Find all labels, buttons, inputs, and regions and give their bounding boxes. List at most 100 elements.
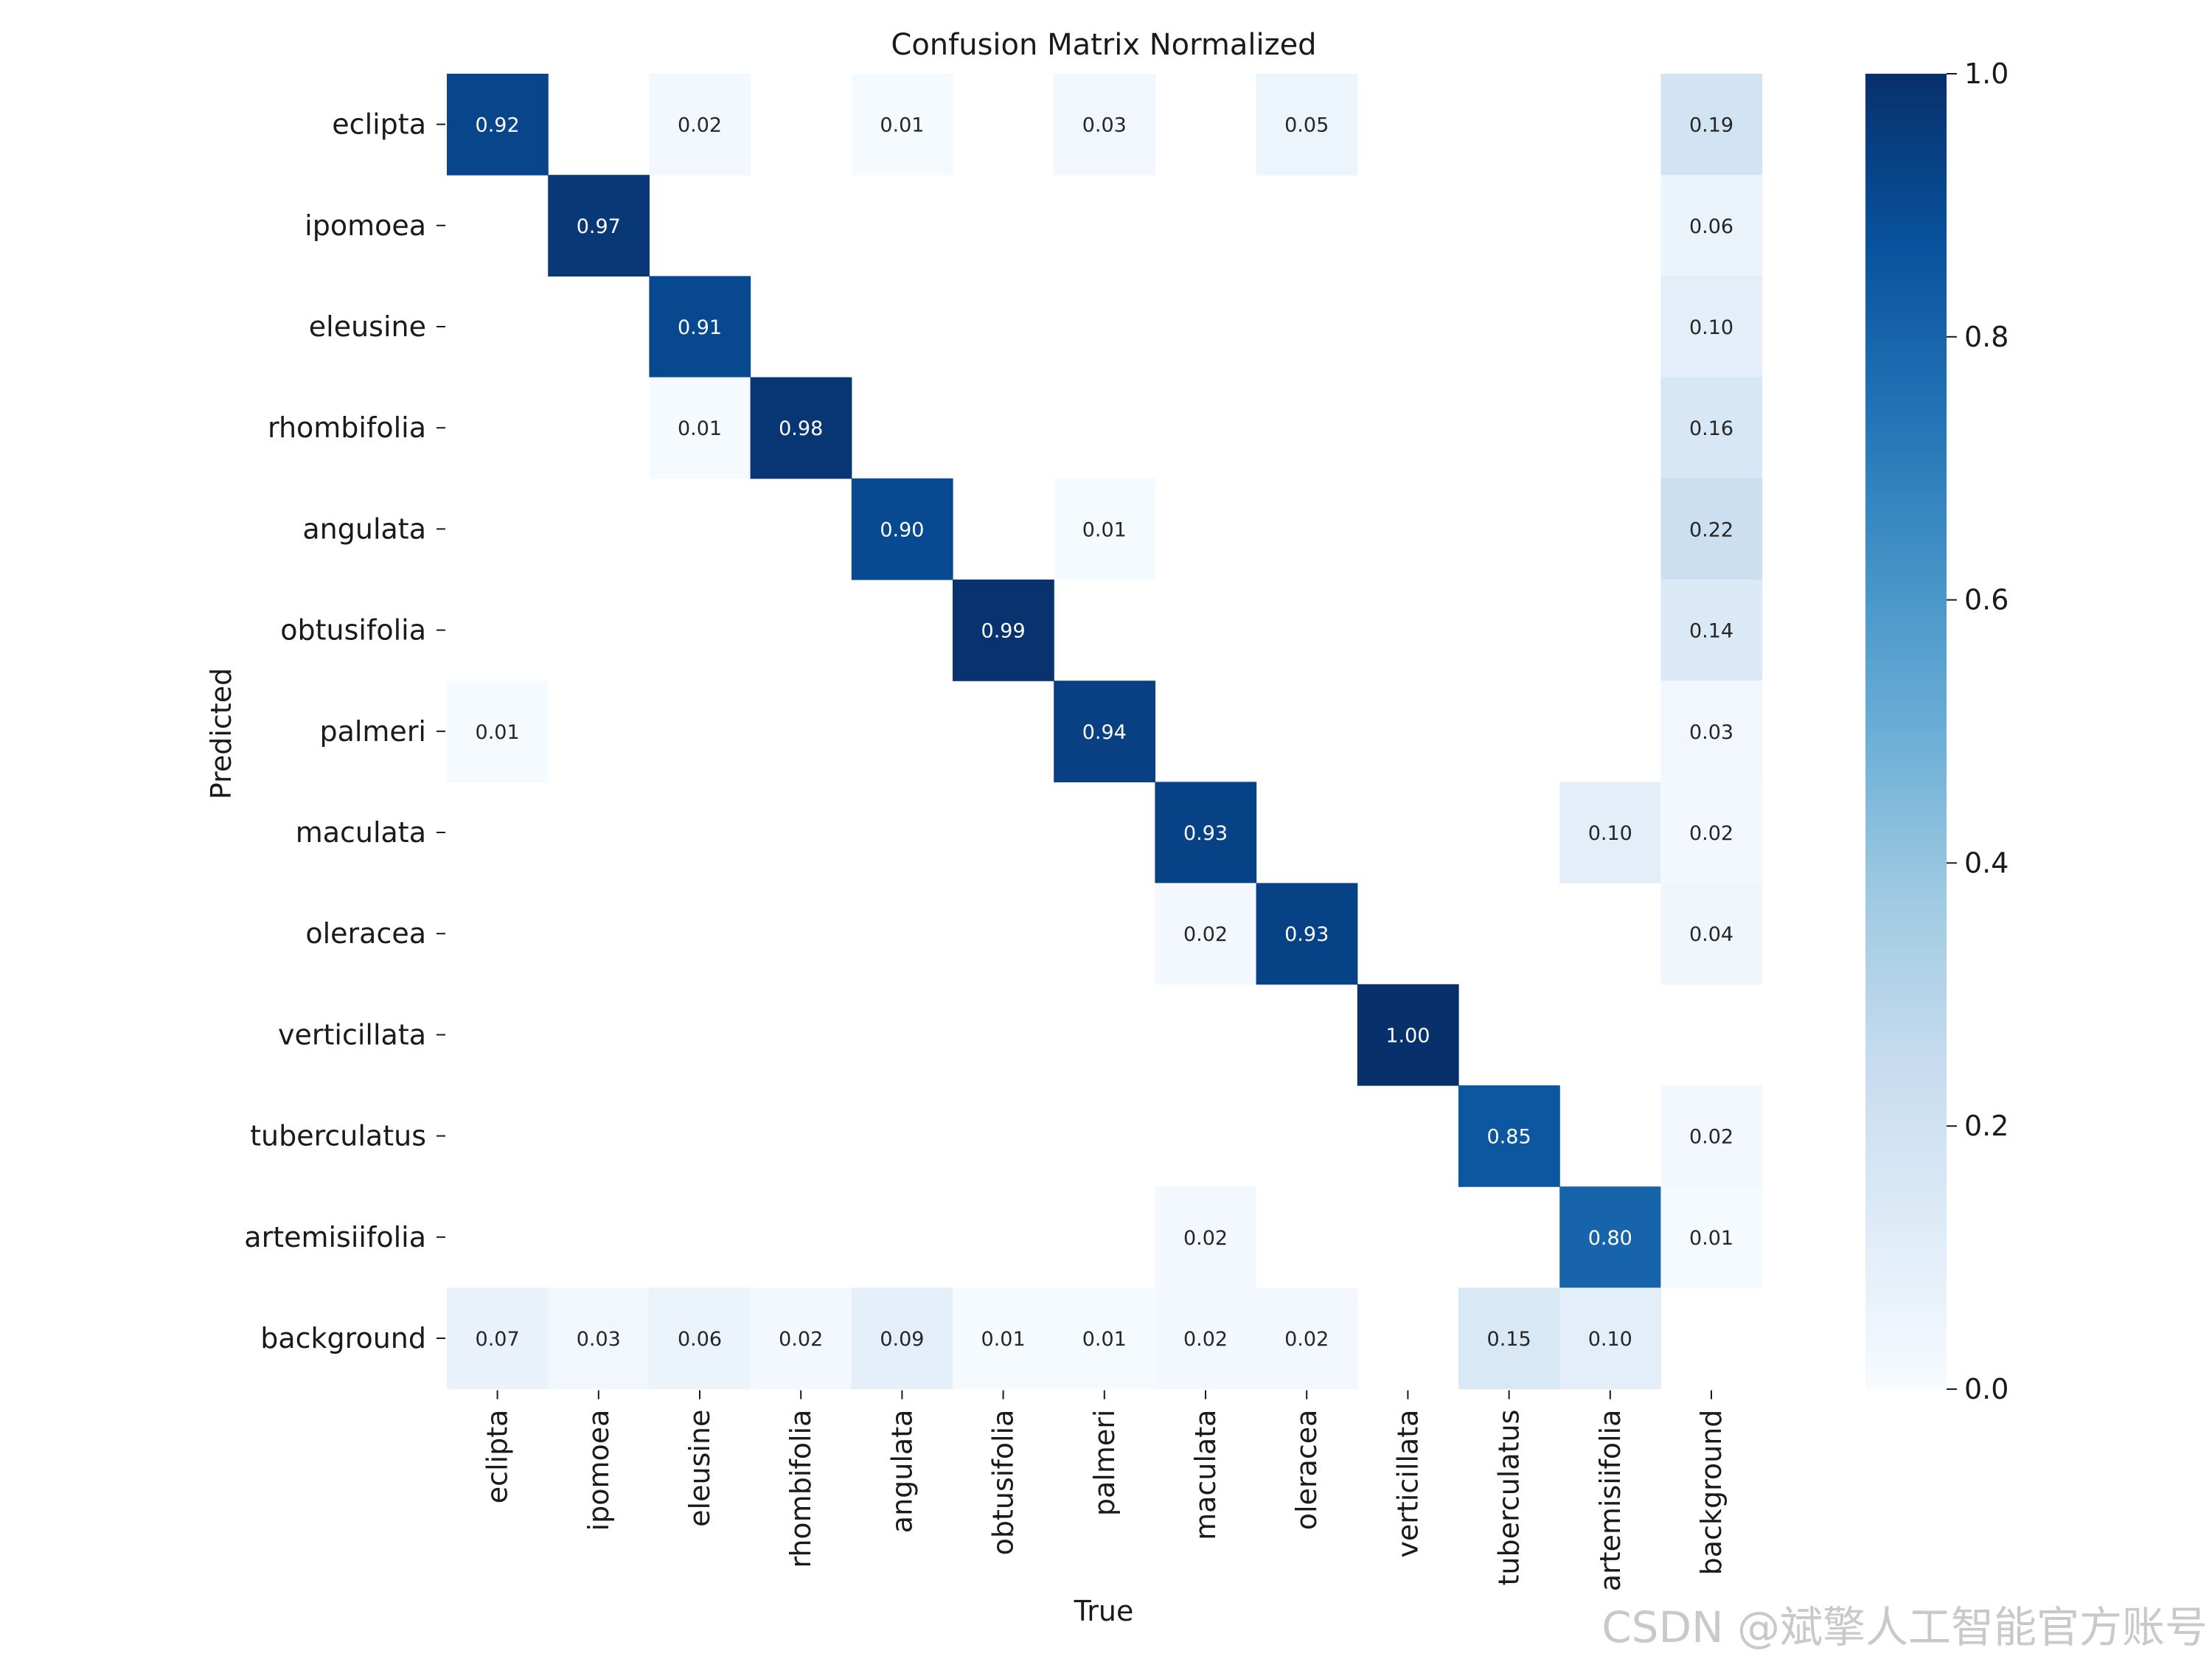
colorbar-tick-label: 0.2	[1964, 1110, 2008, 1142]
cell-value-label: 0.10	[1689, 316, 1733, 339]
cell-value-label: 0.94	[1082, 721, 1127, 744]
heatmap-cell	[1054, 681, 1155, 782]
heatmap-cell	[649, 74, 751, 175]
x-tick-label: maculata	[1189, 1410, 1222, 1540]
cell-value-label: 0.97	[577, 215, 621, 238]
heatmap-cell	[750, 377, 852, 479]
heatmap-cell	[1054, 1287, 1155, 1390]
y-tick-label: artemisiifolia	[244, 1221, 426, 1253]
x-tick-label: oleracea	[1290, 1410, 1323, 1531]
cell-value-label: 0.15	[1487, 1328, 1531, 1351]
y-tick-label: maculata	[296, 816, 426, 849]
cell-value-label: 0.98	[779, 417, 823, 440]
colorbar-tick-label: 0.4	[1964, 846, 2008, 879]
cell-value-label: 0.04	[1689, 923, 1733, 946]
heatmap-cell	[1660, 1186, 1763, 1288]
cell-value-label: 0.02	[1183, 1227, 1228, 1250]
y-tick-label: oleracea	[305, 917, 426, 950]
heatmap-cell	[1660, 377, 1763, 479]
heatmap-cell	[1458, 1287, 1560, 1390]
heatmap-cell	[1660, 1085, 1763, 1187]
cell-value-label: 0.02	[678, 114, 722, 137]
heatmap-cell	[1660, 478, 1763, 580]
cell-value-label: 0.92	[476, 114, 520, 137]
x-tick-label: verticillata	[1391, 1410, 1424, 1558]
cell-value-label: 0.01	[678, 417, 722, 440]
cell-value-label: 0.06	[678, 1328, 722, 1351]
y-axis-label: Predicted	[205, 668, 237, 799]
x-tick-label: ipomoea	[582, 1410, 615, 1531]
heatmap-cell	[447, 1287, 549, 1390]
cell-value-label: 0.14	[1689, 620, 1733, 643]
cell-value-label: 0.03	[1082, 114, 1127, 137]
colorbar-tick-label: 0.8	[1964, 321, 2008, 353]
cell-value-label: 0.93	[1183, 822, 1228, 845]
heatmap-cell	[1256, 1287, 1358, 1390]
colorbar	[1865, 74, 1947, 1389]
x-tick-label: eclipta	[481, 1410, 514, 1504]
cell-value-label: 0.19	[1689, 114, 1733, 137]
y-tick-label: ipomoea	[305, 209, 426, 242]
heatmap-cell	[1559, 1186, 1661, 1288]
x-tick-label: tuberculatus	[1493, 1410, 1526, 1586]
colorbar-tick-label: 0.6	[1964, 584, 2008, 616]
heatmap-cell	[1660, 276, 1763, 378]
cell-value-label: 0.85	[1487, 1126, 1531, 1149]
heatmap-cell	[1256, 74, 1358, 175]
cell-value-label: 0.16	[1689, 417, 1733, 440]
cell-value-label: 0.01	[1082, 518, 1127, 541]
x-tick-label: angulata	[886, 1410, 918, 1534]
cell-value-label: 0.03	[1689, 721, 1733, 744]
heatmap-cell	[1559, 782, 1661, 884]
x-tick-label: rhombifolia	[785, 1410, 817, 1568]
x-axis-label: True	[1074, 1595, 1134, 1627]
heatmap-cell	[750, 1287, 852, 1390]
colorbar-tick-label: 1.0	[1964, 58, 2008, 90]
cell-value-label: 0.01	[981, 1328, 1026, 1351]
cell-value-label: 0.90	[880, 518, 924, 541]
cell-value-label: 0.02	[1689, 1126, 1733, 1149]
x-tick-labels: eclipta ipomoea eleusine rhombifolia angulat…	[481, 1390, 1728, 1591]
watermark: CSDN @斌擎人工智能官方账号	[1601, 1602, 2208, 1652]
heatmap-cell	[851, 478, 953, 580]
heatmap-cell	[1054, 478, 1155, 580]
heatmap-cell	[1357, 984, 1459, 1086]
heatmap-cell	[1155, 1287, 1257, 1390]
y-tick-label: eleusine	[309, 310, 426, 343]
heatmap-cell	[649, 1287, 751, 1390]
heatmap-cell	[447, 74, 549, 175]
y-tick-label: obtusifolia	[280, 614, 426, 647]
y-tick-label: tuberculatus	[250, 1120, 426, 1152]
heatmap-cell	[649, 377, 751, 479]
heatmap-cell	[953, 1287, 1054, 1390]
cell-value-label: 0.01	[1689, 1227, 1733, 1250]
heatmap-cell	[649, 276, 751, 378]
heatmap-cell	[548, 1287, 650, 1390]
y-tick-label: background	[260, 1322, 426, 1354]
cell-value-label: 0.01	[476, 721, 520, 744]
heatmap-cells: 0.92 0.02 0.01 0.03 0.05 0.19 0.97 0.06 0.91 0.10…	[447, 74, 1763, 1390]
heatmap-cell	[1054, 74, 1155, 175]
heatmap-cell	[851, 74, 953, 175]
cell-value-label: 0.91	[678, 316, 722, 339]
cell-value-label: 0.22	[1689, 518, 1733, 541]
heatmap-cell	[1559, 1287, 1661, 1390]
colorbar-ticks: 0.0 0.2 0.4 0.6 0.8 1.0	[1947, 58, 2008, 1405]
heatmap-cell	[1660, 883, 1763, 985]
cell-value-label: 0.01	[880, 114, 924, 137]
cell-value-label: 0.99	[981, 620, 1026, 643]
x-tick-label: background	[1695, 1410, 1728, 1576]
heatmap-cell	[1256, 883, 1358, 985]
y-tick-label: verticillata	[278, 1018, 426, 1051]
cell-value-label: 0.03	[577, 1328, 621, 1351]
cell-value-label: 0.05	[1284, 114, 1329, 137]
cell-value-label: 0.93	[1284, 923, 1329, 946]
cell-value-label: 0.06	[1689, 215, 1733, 238]
heatmap-cell	[1660, 782, 1763, 884]
heatmap-cell	[1458, 1085, 1560, 1187]
cell-value-label: 0.02	[1183, 923, 1228, 946]
y-tick-label: rhombifolia	[268, 411, 426, 444]
cell-value-label: 0.02	[1689, 822, 1733, 845]
heatmap-cell	[1660, 175, 1763, 276]
